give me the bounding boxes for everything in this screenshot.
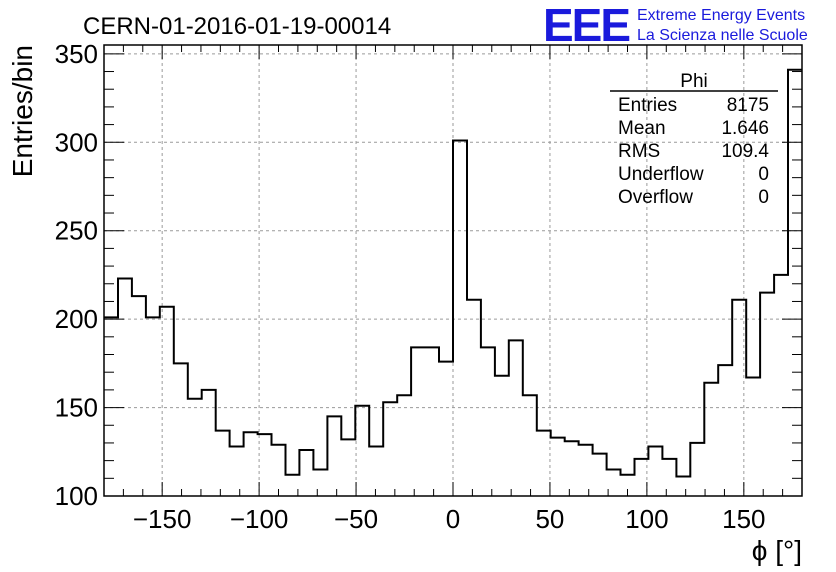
- stats-value-entries: 8175: [727, 95, 769, 116]
- x-tick-label: 0: [446, 504, 460, 534]
- stats-value-overflow: 0: [758, 187, 769, 208]
- stats-label-entries: Entries: [618, 95, 677, 116]
- x-tick-label: −150: [133, 504, 192, 534]
- stats-value-rms: 109.4: [721, 141, 769, 162]
- y-tick-label: 300: [55, 127, 98, 157]
- stats-label-rms: RMS: [618, 141, 660, 162]
- histogram-line: [104, 68, 802, 478]
- stats-name: Phi: [680, 71, 707, 92]
- y-tick-label: 350: [55, 39, 98, 69]
- axis-ticks: [103, 45, 803, 497]
- y-tick-label: 100: [55, 481, 98, 511]
- x-axis-label: ϕ [°]: [752, 535, 802, 566]
- x-tick-label: 150: [722, 504, 765, 534]
- stats-value-mean: 1.646: [721, 118, 769, 139]
- axis-tick-labels: −150 −100 −50 0 50 100 150 100 150 200 250 300 350: [55, 39, 766, 534]
- logo-line1: Extreme Energy Events: [637, 7, 805, 24]
- x-tick-label: 50: [535, 504, 564, 534]
- x-tick-label: −100: [230, 504, 289, 534]
- stats-label-mean: Mean: [618, 118, 666, 139]
- chart-title: CERN-01-2016-01-19-00014: [83, 13, 391, 40]
- y-tick-label: 250: [55, 216, 98, 246]
- stats-label-overflow: Overflow: [618, 187, 693, 208]
- y-tick-label: 200: [55, 304, 98, 334]
- stats-label-underflow: Underflow: [618, 164, 704, 185]
- y-axis-label: Entries/bin: [7, 45, 38, 177]
- x-tick-label: −50: [334, 504, 378, 534]
- logo-mark: EEE: [543, 0, 629, 51]
- logo-line2: La Scienza nelle Scuole: [637, 27, 808, 44]
- stats-value-underflow: 0: [758, 164, 769, 185]
- y-tick-label: 150: [55, 393, 98, 423]
- x-tick-label: 100: [625, 504, 668, 534]
- stats-box: Phi Entries 8175 Mean 1.646 RMS 109.4 Un…: [610, 71, 778, 208]
